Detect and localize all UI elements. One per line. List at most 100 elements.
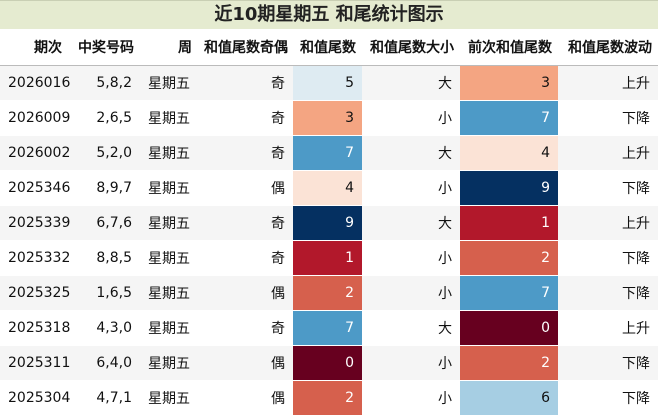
winning-numbers-cell: 4,7,1 — [68, 380, 140, 416]
weekday-cell: 星期五 — [140, 65, 198, 101]
trend-cell: 上升 — [558, 135, 658, 171]
trend-cell: 下降 — [558, 170, 658, 206]
header-issue: 期次 — [0, 29, 68, 66]
sum-tail-cell: 3 — [293, 100, 362, 136]
size-cell: 小 — [362, 240, 460, 276]
parity-cell: 奇 — [198, 100, 293, 136]
winning-numbers-cell: 8,8,5 — [68, 240, 140, 276]
size-cell: 小 — [362, 170, 460, 206]
weekday-cell: 星期五 — [140, 170, 198, 206]
sum-tail-cell: 4 — [293, 170, 362, 206]
winning-numbers-cell: 6,4,0 — [68, 345, 140, 381]
parity-cell: 奇 — [198, 240, 293, 276]
weekday-cell: 星期五 — [140, 310, 198, 346]
size-cell: 大 — [362, 65, 460, 101]
issue-cell: 2025311 — [0, 345, 70, 381]
prev-sum-tail-cell: 7 — [460, 100, 558, 136]
prev-sum-tail-cell: 2 — [460, 240, 558, 276]
chart-title: 近10期星期五 和尾统计图示 — [0, 0, 658, 29]
header-week: 周 — [140, 29, 198, 66]
table-row: 2026016 5,8,2 星期五奇 5 大 3 上升 — [0, 65, 658, 101]
prev-sum-tail-cell: 4 — [460, 135, 558, 171]
header-parity: 和值尾数奇偶 — [198, 29, 293, 66]
prev-sum-tail-cell: 2 — [460, 345, 558, 381]
size-cell: 小 — [362, 100, 460, 136]
table-row: 2025318 4,3,0 星期五奇 7 大 0 上升 — [0, 310, 658, 346]
size-cell: 小 — [362, 275, 460, 311]
size-cell: 大 — [362, 135, 460, 171]
header-tail: 和值尾数 — [293, 29, 362, 66]
table-row: 2026009 2,6,5 星期五奇 3 小 7 下降 — [0, 100, 658, 136]
size-cell: 大 — [362, 310, 460, 346]
parity-cell: 奇 — [198, 135, 293, 171]
weekday-cell: 星期五 — [140, 275, 198, 311]
weekday-cell: 星期五 — [140, 205, 198, 241]
weekday-cell: 星期五 — [140, 135, 198, 171]
trend-cell: 上升 — [558, 65, 658, 101]
issue-cell: 2025339 — [0, 205, 70, 241]
prev-sum-tail-cell: 6 — [460, 380, 558, 416]
issue-cell: 2025346 — [0, 170, 70, 206]
parity-cell: 偶 — [198, 275, 293, 311]
weekday-cell: 星期五 — [140, 240, 198, 276]
sum-tail-cell: 7 — [293, 135, 362, 171]
prev-sum-tail-cell: 9 — [460, 170, 558, 206]
table-row: 2025325 1,6,5 星期五偶 2 小 7 下降 — [0, 275, 658, 311]
sum-tail-cell: 5 — [293, 65, 362, 101]
issue-cell: 2025304 — [0, 380, 70, 416]
table-row: 2026002 5,2,0 星期五奇 7 大 4 上升 — [0, 135, 658, 171]
winning-numbers-cell: 8,9,7 — [68, 170, 140, 206]
winning-numbers-cell: 6,7,6 — [68, 205, 140, 241]
stats-table: 期次 中奖号码 周 和值尾数奇偶 和值尾数 和值尾数大小 前次和值尾数 和值尾数… — [0, 29, 658, 416]
trend-cell: 下降 — [558, 100, 658, 136]
winning-numbers-cell: 4,3,0 — [68, 310, 140, 346]
table-row: 2025304 4,7,1 星期五偶 2 小 6 下降 — [0, 380, 658, 416]
issue-cell: 2026016 — [0, 65, 70, 101]
sum-tail-cell: 9 — [293, 205, 362, 241]
winning-numbers-cell: 5,2,0 — [68, 135, 140, 171]
trend-cell: 下降 — [558, 345, 658, 381]
header-size: 和值尾数大小 — [362, 29, 460, 66]
parity-cell: 偶 — [198, 170, 293, 206]
parity-cell: 奇 — [198, 205, 293, 241]
issue-cell: 2026009 — [0, 100, 70, 136]
prev-sum-tail-cell: 1 — [460, 205, 558, 241]
weekday-cell: 星期五 — [140, 100, 198, 136]
sum-tail-cell: 2 — [293, 380, 362, 416]
issue-cell: 2025332 — [0, 240, 70, 276]
parity-cell: 奇 — [198, 65, 293, 101]
winning-numbers-cell: 5,8,2 — [68, 65, 140, 101]
weekday-cell: 星期五 — [140, 345, 198, 381]
sum-tail-cell: 7 — [293, 310, 362, 346]
prev-sum-tail-cell: 0 — [460, 310, 558, 346]
trend-cell: 下降 — [558, 380, 658, 416]
trend-cell: 下降 — [558, 275, 658, 311]
prev-sum-tail-cell: 7 — [460, 275, 558, 311]
trend-cell: 上升 — [558, 310, 658, 346]
winning-numbers-cell: 1,6,5 — [68, 275, 140, 311]
issue-cell: 2025318 — [0, 310, 70, 346]
table-row: 2025332 8,8,5 星期五奇 1 小 2 下降 — [0, 240, 658, 276]
weekday-cell: 星期五 — [140, 380, 198, 416]
header-prev-tail: 前次和值尾数 — [460, 29, 558, 66]
table-row: 2025346 8,9,7 星期五偶 4 小 9 下降 — [0, 170, 658, 206]
sum-tail-cell: 2 — [293, 275, 362, 311]
size-cell: 大 — [362, 205, 460, 241]
header-trend: 和值尾数波动 — [558, 29, 658, 66]
trend-cell: 下降 — [558, 240, 658, 276]
parity-cell: 偶 — [198, 345, 293, 381]
parity-cell: 偶 — [198, 380, 293, 416]
winning-numbers-cell: 2,6,5 — [68, 100, 140, 136]
header-row: 期次 中奖号码 周 和值尾数奇偶 和值尾数 和值尾数大小 前次和值尾数 和值尾数… — [0, 29, 658, 66]
prev-sum-tail-cell: 3 — [460, 65, 558, 101]
issue-cell: 2026002 — [0, 135, 70, 171]
parity-cell: 奇 — [198, 310, 293, 346]
trend-cell: 上升 — [558, 205, 658, 241]
size-cell: 小 — [362, 380, 460, 416]
sum-tail-cell: 0 — [293, 345, 362, 381]
table-row: 2025339 6,7,6 星期五奇 9 大 1 上升 — [0, 205, 658, 241]
header-numbers: 中奖号码 — [68, 29, 140, 66]
issue-cell: 2025325 — [0, 275, 70, 311]
table-row: 2025311 6,4,0 星期五偶 0 小 2 下降 — [0, 345, 658, 381]
size-cell: 小 — [362, 345, 460, 381]
